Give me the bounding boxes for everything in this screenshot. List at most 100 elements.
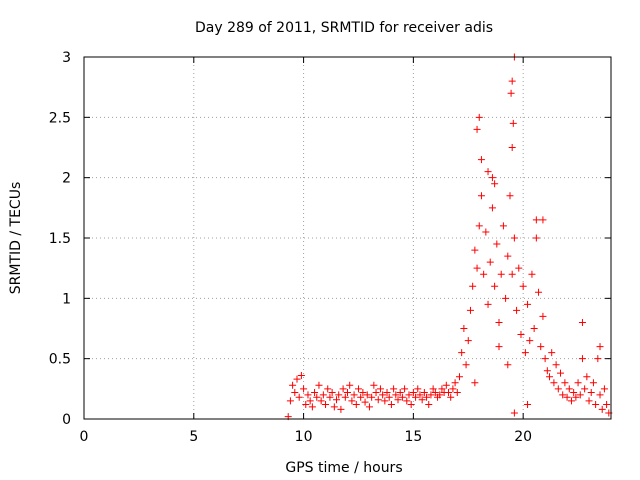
data-point [297, 372, 305, 380]
data-point [365, 403, 373, 411]
y-tick-label: 1.5 [49, 231, 71, 247]
data-point [541, 355, 549, 363]
data-point [396, 388, 404, 396]
data-point [521, 349, 529, 357]
data-point [477, 192, 485, 200]
data-point [482, 228, 490, 236]
data-point [368, 393, 376, 401]
data-point [414, 385, 422, 393]
data-point [374, 396, 382, 404]
data-point [530, 325, 538, 332]
data-point [458, 349, 466, 357]
x-axis-label: GPS time / hours [285, 460, 402, 476]
data-point [570, 388, 578, 396]
data-point [528, 270, 536, 278]
data-point [488, 204, 496, 212]
data-point [324, 385, 332, 393]
data-point [578, 318, 586, 326]
data-point [445, 388, 453, 396]
data-point [475, 222, 483, 230]
data-point [286, 397, 294, 405]
data-point [596, 391, 604, 399]
data-point [442, 381, 450, 389]
data-point [319, 391, 327, 399]
data-point [495, 343, 503, 351]
y-axis-label: SRMTID / TECUs [8, 182, 24, 295]
data-point [600, 385, 608, 393]
data-point [539, 312, 547, 320]
data-point [451, 379, 459, 387]
x-tick-label: 5 [189, 429, 198, 445]
data-point [354, 385, 362, 393]
data-point [394, 396, 402, 404]
data-point [295, 393, 303, 401]
data-point [409, 388, 417, 396]
data-point [379, 391, 387, 399]
data-point [548, 349, 556, 357]
y-tick-label: 2.5 [49, 110, 71, 126]
data-point [543, 367, 551, 375]
data-point [559, 391, 567, 399]
data-point [306, 397, 314, 405]
data-point [556, 369, 564, 377]
data-point [491, 282, 499, 290]
data-point [552, 361, 560, 369]
data-point [524, 300, 532, 308]
data-point [416, 391, 424, 399]
data-point [455, 373, 463, 381]
data-point [412, 393, 420, 401]
data-point [507, 89, 515, 97]
data-point [517, 331, 525, 339]
data-point [407, 401, 415, 409]
data-point [300, 385, 308, 393]
chart-title: Day 289 of 2011, SRMTID for receiver adi… [195, 20, 493, 36]
data-point [508, 77, 516, 85]
data-point [471, 246, 479, 254]
x-tick-label: 15 [404, 429, 422, 445]
data-point [495, 318, 503, 326]
data-point [304, 391, 312, 399]
data-point [576, 391, 584, 399]
y-tick-label: 0 [62, 412, 71, 428]
data-point [317, 397, 325, 405]
data-point [506, 192, 514, 200]
data-point [587, 388, 595, 396]
data-point [352, 401, 360, 409]
data-point [330, 403, 338, 411]
data-point [504, 252, 512, 260]
data-point [491, 180, 499, 188]
data-point [449, 385, 457, 393]
data-point [585, 397, 593, 405]
data-point [425, 401, 433, 409]
data-point [293, 375, 301, 383]
x-tick-label: 20 [514, 429, 532, 445]
x-ticks: 0 5 10 15 20 [80, 57, 532, 445]
data-point [398, 393, 406, 401]
data-point [581, 385, 589, 393]
data-point [429, 385, 437, 393]
data-point [550, 379, 558, 387]
data-point [363, 391, 371, 399]
data-point [427, 391, 435, 399]
data-point [598, 405, 606, 413]
data-point [401, 385, 409, 393]
data-point [594, 355, 602, 363]
data-point [592, 401, 600, 409]
y-tick-label: 3 [62, 50, 71, 66]
data-point [376, 385, 384, 393]
data-point [405, 391, 413, 399]
data-point [436, 391, 444, 399]
data-point [335, 391, 343, 399]
data-point [502, 294, 510, 302]
data-point [504, 361, 512, 369]
data-point [333, 396, 341, 404]
data-point [499, 222, 507, 230]
data-point [359, 388, 367, 396]
data-point [589, 379, 597, 387]
data-point [513, 306, 521, 314]
data-point [480, 270, 488, 278]
x-tick-label: 0 [80, 429, 89, 445]
data-point [315, 381, 323, 389]
data-point [486, 258, 494, 266]
